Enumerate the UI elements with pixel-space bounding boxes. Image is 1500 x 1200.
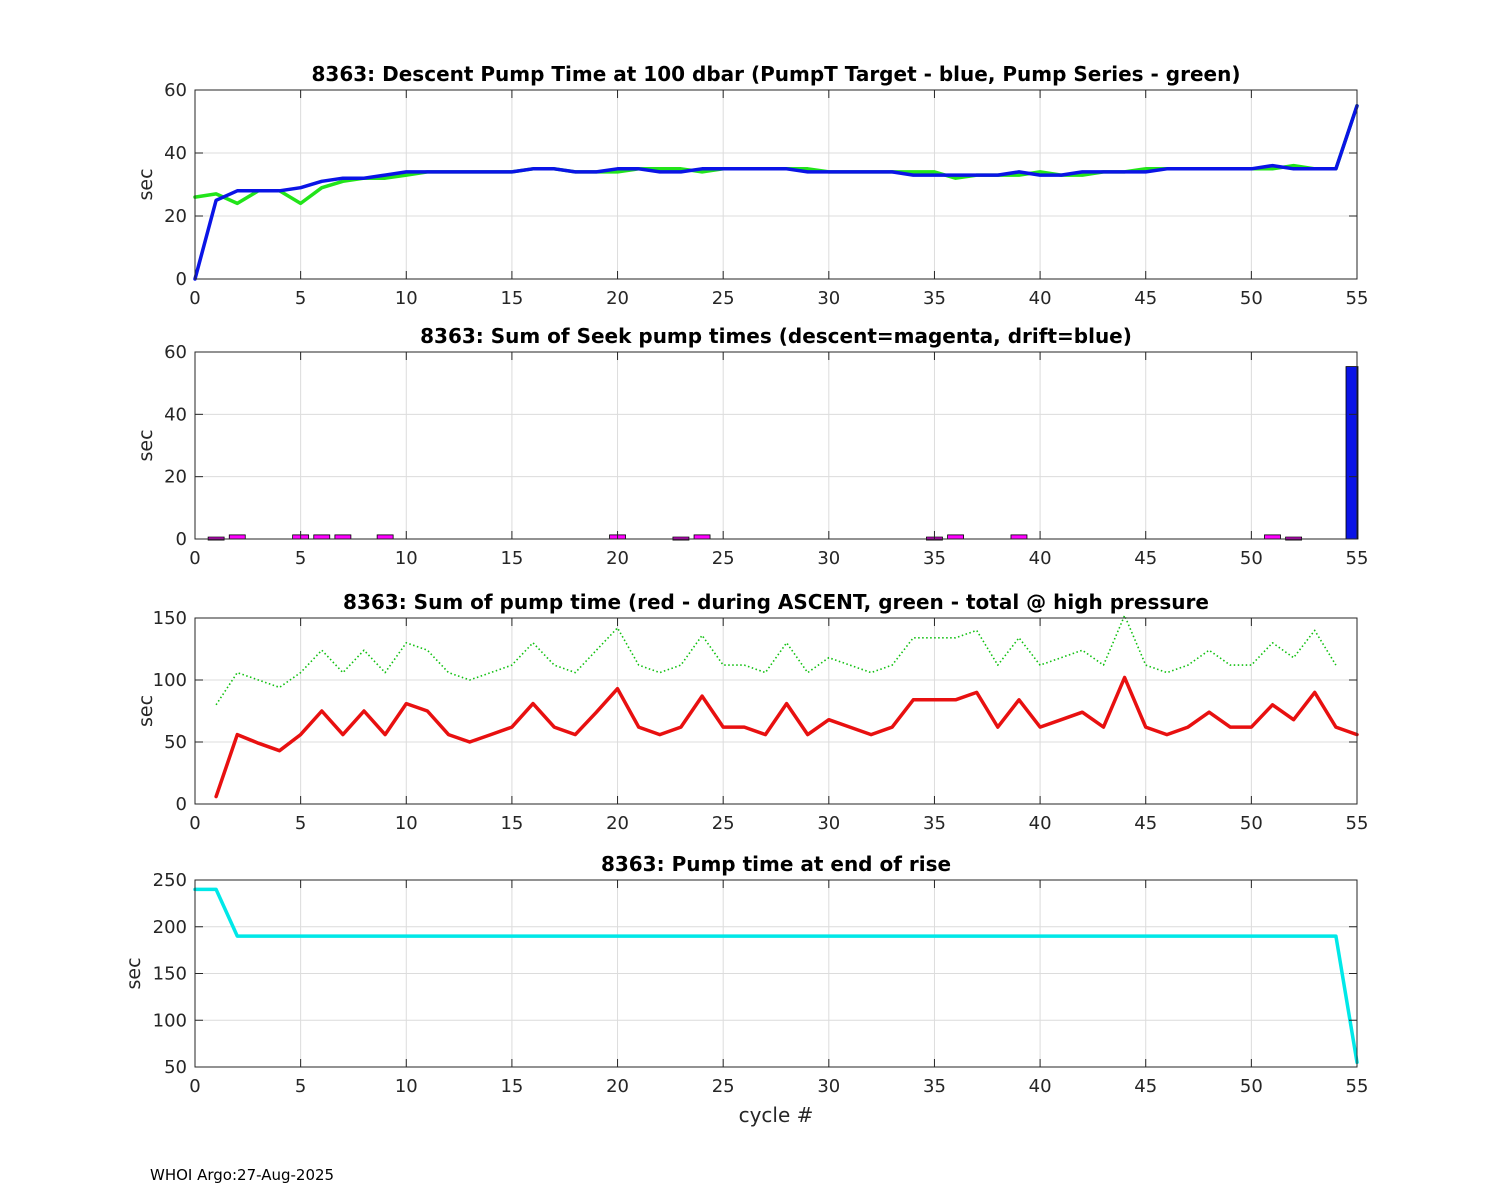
x-tick-label: 45 [1134, 288, 1157, 309]
bar-magenta-51 [1264, 534, 1281, 540]
x-tick-label: 50 [1240, 548, 1263, 569]
series-line-cyan [193, 887, 1359, 1065]
axes-frame [194, 89, 1358, 280]
x-tick-label: 15 [500, 288, 523, 309]
x-tick-label: 0 [189, 813, 200, 834]
plot-area [195, 90, 1357, 279]
chart-1: 0 5 10 15 20 25 30 35 40 45 50 55 0 20 40 60 8363: Desce… [135, 62, 1368, 309]
x-tick-label: 5 [295, 813, 306, 834]
y-tick-label: 40 [164, 143, 187, 164]
x-tick-label: 20 [606, 288, 629, 309]
bar-magenta-7 [334, 534, 352, 540]
chart-2: 0 5 10 15 20 25 30 35 40 45 50 55 0 20 40 60 8363: Sum o… [135, 324, 1368, 569]
x-tick-label: 35 [923, 548, 946, 569]
y-tick-label: 50 [164, 732, 187, 753]
y-tick-label: 200 [153, 917, 187, 938]
y-tick-label: 100 [153, 670, 187, 691]
bar-blue-55 [1345, 366, 1359, 540]
x-tick-label: 40 [1029, 288, 1052, 309]
x-tick-label: 25 [712, 1076, 735, 1097]
x-tick-label: 50 [1240, 1076, 1263, 1097]
x-axis-label: cycle # [739, 1103, 814, 1127]
series-line-dotgreen [215, 614, 1337, 706]
y-tick-label: 150 [153, 608, 187, 629]
x-tick-label: 5 [295, 548, 306, 569]
chart-title: 8363: Sum of pump time (red - during ASC… [343, 590, 1209, 614]
y-tick-label: 0 [176, 529, 187, 550]
x-tick-label: 5 [295, 1076, 306, 1097]
y-tick-label: 100 [153, 1010, 187, 1031]
x-tick-label: 20 [606, 1076, 629, 1097]
x-tick-label: 35 [923, 1076, 946, 1097]
y-axis-label: sec [123, 957, 145, 989]
x-tick-label: 15 [500, 548, 523, 569]
x-tick-label: 30 [817, 288, 840, 309]
bar-magenta-36 [947, 534, 964, 540]
y-tick-label: 60 [164, 342, 187, 363]
x-tick-label: 25 [712, 813, 735, 834]
plot-area [195, 618, 1357, 804]
bar-magenta-9 [376, 534, 394, 540]
y-tick-label: 0 [176, 794, 187, 815]
x-tick-label: 0 [189, 1076, 200, 1097]
x-tick-label: 30 [817, 548, 840, 569]
x-tick-label: 10 [395, 548, 418, 569]
x-tick-label: 15 [500, 813, 523, 834]
chart-4: 0 5 10 15 20 25 30 35 40 45 50 55 50 100 150 200 250 8363… [123, 852, 1368, 1127]
x-tick-label: 30 [817, 813, 840, 834]
x-tick-label: 20 [606, 813, 629, 834]
x-tick-label: 10 [395, 1076, 418, 1097]
x-tick-label: 45 [1134, 813, 1157, 834]
x-tick-label: 25 [712, 288, 735, 309]
x-tick-label: 50 [1240, 813, 1263, 834]
x-tick-label: 35 [923, 813, 946, 834]
y-tick-label: 50 [164, 1057, 187, 1078]
chart-title: 8363: Sum of Seek pump times (descent=ma… [420, 324, 1132, 348]
y-tick-label: 0 [176, 269, 187, 290]
axes-frame [194, 351, 1358, 540]
plot-area [195, 352, 1357, 539]
x-tick-label: 10 [395, 288, 418, 309]
x-tick-label: 50 [1240, 288, 1263, 309]
x-tick-label: 40 [1029, 813, 1052, 834]
x-tick-label: 45 [1134, 1076, 1157, 1097]
x-tick-label: 30 [817, 1076, 840, 1097]
x-tick-label: 55 [1346, 1076, 1369, 1097]
x-tick-label: 15 [500, 1076, 523, 1097]
y-tick-label: 250 [153, 870, 187, 891]
y-tick-label: 150 [153, 964, 187, 985]
x-tick-label: 20 [606, 548, 629, 569]
x-tick-label: 25 [712, 548, 735, 569]
bar-magenta-39 [1010, 534, 1028, 540]
bar-magenta-24 [693, 534, 711, 540]
x-tick-label: 0 [189, 548, 200, 569]
x-tick-label: 5 [295, 288, 306, 309]
y-axis-label: sec [135, 168, 157, 200]
bar-magenta-6 [313, 534, 331, 540]
footer-label: WHOI Argo:27-Aug-2025 [150, 1166, 335, 1184]
chart-3: 0 5 10 15 20 25 30 35 40 45 50 55 0 50 100 150 8363: Sum… [135, 590, 1368, 834]
x-tick-label: 0 [189, 288, 200, 309]
x-tick-label: 55 [1346, 548, 1369, 569]
x-tick-label: 10 [395, 813, 418, 834]
x-tick-label: 55 [1346, 288, 1369, 309]
x-tick-label: 40 [1029, 548, 1052, 569]
chart-title: 8363: Descent Pump Time at 100 dbar (Pum… [312, 62, 1241, 86]
x-tick-label: 55 [1346, 813, 1369, 834]
x-tick-label: 45 [1134, 548, 1157, 569]
y-axis-label: sec [135, 429, 157, 461]
series-line-red [214, 675, 1359, 799]
axes-frame [194, 617, 1358, 805]
y-axis-label: sec [135, 695, 157, 727]
chart-title: 8363: Pump time at end of rise [601, 852, 951, 876]
y-tick-label: 60 [164, 80, 187, 101]
x-tick-label: 35 [923, 288, 946, 309]
bar-magenta-2 [228, 534, 246, 540]
x-tick-label: 40 [1029, 1076, 1052, 1097]
y-tick-label: 20 [164, 206, 187, 227]
series-line-blue [193, 104, 1359, 281]
y-tick-label: 20 [164, 467, 187, 488]
y-tick-label: 40 [164, 404, 187, 425]
